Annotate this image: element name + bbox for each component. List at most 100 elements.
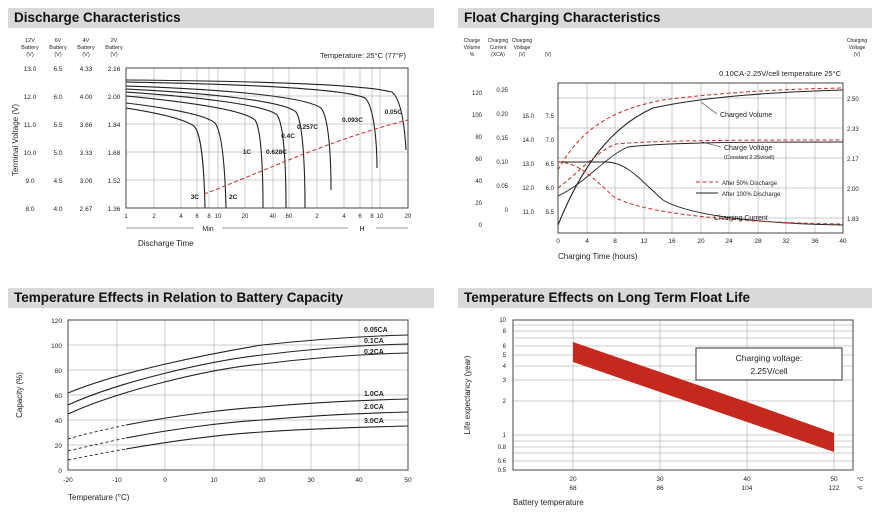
charge-voltage-label: Charge Voltage (724, 145, 772, 152)
svg-text:2: 2 (152, 214, 156, 220)
svg-text:Volume: Volume (464, 45, 481, 51)
svg-text:2.17: 2.17 (847, 157, 859, 163)
rate-label-30ca: 3.0CA (364, 418, 384, 425)
svg-text:120: 120 (51, 318, 62, 325)
svg-text:(V): (V) (82, 52, 90, 58)
svg-text:1.68: 1.68 (108, 150, 121, 157)
charged-volume-label: Charged Volume (720, 112, 772, 119)
svg-text:15.0: 15.0 (522, 114, 534, 120)
svg-text:20: 20 (258, 477, 266, 484)
svg-text:Current: Current (490, 45, 507, 51)
svg-text:3.66: 3.66 (80, 122, 93, 129)
svg-text:1: 1 (124, 214, 128, 220)
svg-text:12: 12 (640, 238, 648, 245)
rate-label-10ca: 1.0CA (364, 391, 384, 398)
rate-label-2c: 2C (229, 194, 238, 201)
svg-text:7.5: 7.5 (546, 114, 555, 120)
svg-text:50: 50 (404, 477, 412, 484)
svg-text:Battery: Battery (77, 45, 95, 51)
panel-title-temp-capacity: Temperature Effects in Relation to Batte… (8, 288, 434, 308)
svg-text:0: 0 (58, 468, 62, 475)
y-axis-ticks: 10 8 6 5 4 3 2 1 0.8 0.6 0.5 (498, 318, 507, 474)
charge-voltage-leader (701, 141, 722, 148)
svg-text:24: 24 (725, 238, 733, 245)
grid-horizontal (68, 344, 408, 446)
svg-text:68: 68 (569, 485, 577, 492)
svg-text:80: 80 (55, 368, 63, 375)
curve-005ca (67, 334, 409, 394)
y-axis-ticks: 120 100 80 60 40 20 0 (51, 318, 62, 475)
x-unit-fahrenheit: °F (857, 486, 863, 492)
rate-labels: 0.05CA 0.1CA 0.2CA 1.0CA 2.0CA 3.0CA (364, 327, 388, 425)
svg-text:-10: -10 (112, 477, 122, 484)
curve-2c (125, 102, 227, 209)
charging-current-50 (557, 161, 844, 225)
svg-text:(V): (V) (545, 52, 552, 58)
axis-ticks-current: 0.25 0.20 0.15 0.10 0.05 0 (496, 88, 508, 214)
curve-0093c (125, 81, 378, 169)
svg-text:2.67: 2.67 (80, 206, 93, 213)
svg-text:1.83: 1.83 (847, 217, 859, 223)
svg-text:Voltage: Voltage (849, 45, 866, 51)
svg-text:4: 4 (585, 238, 589, 245)
curve-10ca (125, 398, 409, 426)
charged-volume-100 (557, 89, 844, 226)
x-unit-hour: H (359, 226, 364, 233)
svg-text:0: 0 (479, 223, 483, 229)
curve-3c (125, 107, 206, 209)
rate-label-02ca: 0.2CA (364, 349, 384, 356)
grid-vertical (572, 320, 835, 470)
svg-text:-20: -20 (63, 477, 73, 484)
svg-text:40: 40 (355, 477, 363, 484)
svg-text:20: 20 (405, 214, 412, 220)
svg-text:2: 2 (503, 399, 507, 405)
legend-label-100: After 100% Discharge (722, 192, 781, 198)
svg-text:Charging: Charging (512, 38, 533, 44)
plot-border (557, 82, 844, 234)
svg-text:6: 6 (358, 214, 362, 220)
svg-text:3.00: 3.00 (80, 178, 93, 185)
svg-text:4.33: 4.33 (80, 66, 93, 73)
svg-text:0.05: 0.05 (496, 184, 508, 190)
svg-text:2.00: 2.00 (847, 187, 859, 193)
svg-text:6.5: 6.5 (546, 162, 555, 168)
x-axis-ticks-hours: 2 4 6 8 10 20 (315, 214, 412, 220)
cutoff-voltage-line (203, 119, 409, 195)
svg-text:0.15: 0.15 (496, 136, 508, 142)
svg-text:6.0: 6.0 (546, 186, 555, 192)
capacity-curves (67, 334, 409, 461)
grid-horizontal (513, 324, 853, 462)
svg-text:(V): (V) (854, 52, 861, 58)
legend: After 50% Discharge After 100% Discharge (696, 181, 781, 198)
x-axis-title: Temperature (°C) (68, 493, 130, 502)
axis-ticks-voltage-6v: 7.5 7.0 6.5 6.0 5.5 (546, 114, 555, 216)
svg-text:2V: 2V (111, 38, 118, 44)
svg-text:Voltage: Voltage (514, 45, 531, 51)
svg-text:122: 122 (829, 485, 840, 492)
svg-text:8: 8 (207, 214, 211, 220)
svg-text:12.0: 12.0 (522, 186, 534, 192)
svg-text:2.33: 2.33 (847, 127, 859, 133)
charging-voltage-box (695, 347, 843, 381)
svg-text:0.25: 0.25 (496, 88, 508, 94)
x-axis-ticks-minutes: 1 2 4 6 8 10 20 40 60 (124, 214, 293, 220)
svg-text:(XCA): (XCA) (491, 52, 505, 58)
rate-label-1c: 1C (243, 149, 252, 156)
svg-text:50: 50 (830, 476, 838, 483)
x-axis-ticks: -20 -10 0 10 20 30 40 50 (63, 477, 412, 484)
svg-text:10: 10 (499, 318, 506, 324)
panel-title-discharge: Discharge Characteristics (8, 8, 434, 28)
panel-float-life: Temperature Effects on Long Term Float L… (458, 288, 872, 518)
svg-text:Battery: Battery (49, 45, 67, 51)
svg-text:6.5: 6.5 (53, 66, 62, 73)
svg-text:32: 32 (782, 238, 790, 245)
charging-voltage-line2: 2.25V/cell (750, 366, 787, 376)
curve-01ca (67, 343, 409, 406)
svg-text:5.5: 5.5 (546, 210, 555, 216)
svg-text:6: 6 (195, 214, 199, 220)
